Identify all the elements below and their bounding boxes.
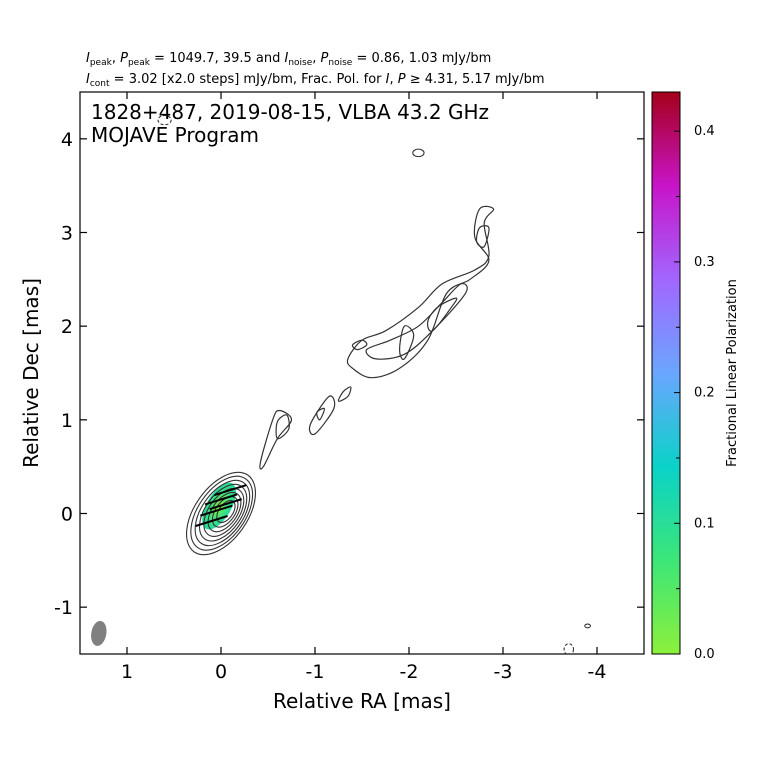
- y-tick-label: -1: [54, 597, 73, 619]
- core-contour-6: [207, 491, 242, 533]
- x-tick-label: -3: [494, 661, 513, 683]
- polarization-vector-2: [204, 493, 238, 506]
- jet-outer-envelope-1: [259, 409, 293, 470]
- plot-content: [91, 114, 591, 654]
- component-lower-right: [584, 623, 591, 629]
- header-line-1: Ipeak, Ppeak = 1049.7, 39.5 and Inoise, …: [86, 51, 491, 68]
- jet-knot-2p8: [475, 225, 490, 248]
- x-tick-label: -4: [588, 661, 607, 683]
- colorbar-label: Fractional Linear Polarization: [725, 279, 740, 467]
- jet-knot-1p3: [337, 386, 352, 402]
- x-tick-label: -2: [400, 661, 419, 683]
- jet-ridge-outer: [346, 205, 495, 379]
- jet-ridge-inner: [365, 283, 468, 360]
- y-tick-label: 0: [61, 504, 73, 526]
- y-tick-label: 4: [61, 129, 73, 151]
- y-tick-label: 3: [61, 223, 73, 245]
- polarization-vector-3: [200, 504, 233, 517]
- colorbar-ticks: 0.0 0.1 0.2 0.3 0.4: [674, 124, 715, 662]
- colorbar-tick-label: 0.4: [694, 124, 715, 139]
- core-contour-1: [186, 471, 256, 556]
- y-tick-label: 2: [61, 316, 73, 338]
- polarization-vector-1: [214, 484, 247, 497]
- x-tick-label: -1: [306, 661, 325, 683]
- axis-ticks: 1 0 -1 -2 -3 -4 -1 0 1 2 3 4: [54, 92, 644, 683]
- polarization-vector-5: [209, 498, 242, 511]
- y-tick-label: 1: [61, 410, 73, 432]
- negative-contour-top-left: [157, 114, 172, 126]
- colorbar-tick-label: 0.3: [694, 255, 715, 270]
- y-axis-label: Relative Dec [mas]: [19, 278, 43, 468]
- x-tick-label: 0: [215, 661, 227, 683]
- annotation-line-1: 1828+487, 2019-08-15, VLBA 43.2 GHz: [91, 100, 489, 124]
- jet-knot-1p0-inner: [316, 407, 326, 421]
- colorbar: [651, 91, 681, 655]
- colorbar-tick-label: 0.0: [694, 647, 715, 662]
- annotation-line-2: MOJAVE Program: [91, 123, 259, 147]
- x-axis-label: Relative RA [mas]: [273, 689, 451, 713]
- colorbar-tick-label: 0.2: [694, 386, 715, 401]
- jet-knot-1p5: [351, 339, 368, 351]
- beam-ellipse: [91, 620, 107, 646]
- negative-contour-bottom-right: [563, 643, 575, 654]
- jet-knot-2p3: [427, 297, 458, 332]
- jet-knot-1p0: [308, 395, 336, 436]
- jet-knot-0p65: [275, 414, 290, 440]
- component-upper-2p1: [412, 148, 425, 158]
- core-contour-3: [194, 479, 251, 547]
- core-contour-5: [203, 487, 245, 537]
- polarization-vector-4: [195, 515, 228, 527]
- plot-frame: [79, 91, 645, 655]
- x-tick-label: 1: [121, 661, 133, 683]
- core-contour-2: [190, 475, 254, 551]
- header-line-2: Icont = 3.02 [x2.0 steps] mJy/bm, Frac. …: [86, 72, 545, 89]
- jet-knot-2p0: [398, 325, 415, 361]
- colorbar-tick-label: 0.1: [694, 516, 715, 531]
